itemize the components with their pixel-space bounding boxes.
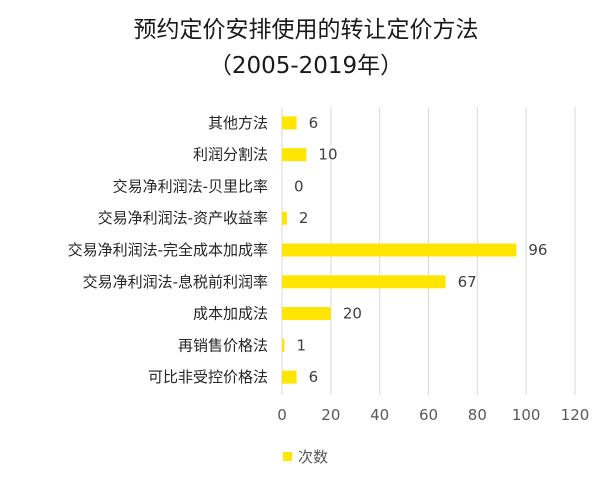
data-label: 6 — [309, 368, 319, 386]
data-label: 96 — [528, 241, 547, 259]
chart-title: 预约定价安排使用的转让定价方法 — [133, 17, 479, 43]
data-label: 2 — [299, 209, 309, 227]
category-label: 可比非受控价格法 — [148, 368, 268, 386]
category-label: 交易净利润法-息税前利润率 — [83, 273, 268, 291]
category-label: 利润分割法 — [193, 146, 268, 164]
x-tick-label: 80 — [468, 406, 487, 424]
x-tick-label: 40 — [370, 406, 389, 424]
bar — [282, 275, 446, 289]
legend: 次数 — [283, 446, 328, 467]
bar — [282, 370, 297, 384]
data-label: 6 — [309, 114, 319, 132]
x-tick-label: 20 — [321, 406, 340, 424]
legend-label: 次数 — [298, 448, 329, 466]
data-label: 20 — [343, 305, 362, 323]
data-label: 67 — [458, 273, 477, 291]
x-tick-label: 60 — [419, 406, 438, 424]
x-tick-label: 0 — [277, 406, 287, 424]
legend-swatch — [283, 452, 292, 461]
data-label: 10 — [318, 146, 337, 164]
category-label: 再销售价格法 — [178, 336, 268, 354]
category-label: 交易净利润法-贝里比率 — [113, 177, 268, 195]
data-label: 0 — [294, 177, 304, 195]
bar — [282, 307, 331, 321]
category-label: 成本加成法 — [193, 305, 268, 323]
data-label: 1 — [296, 336, 306, 354]
category-label: 交易净利润法-资产收益率 — [98, 209, 268, 227]
category-label: 其他方法 — [208, 114, 268, 132]
chart-subtitle: （2005-2019年） — [208, 53, 404, 79]
bar — [282, 116, 297, 130]
bar — [282, 148, 307, 162]
category-label: 交易净利润法-完全成本加成率 — [68, 241, 268, 259]
bar — [282, 243, 517, 257]
x-tick-label: 100 — [512, 406, 541, 424]
x-tick-label: 120 — [561, 406, 590, 424]
bar — [282, 338, 285, 352]
bar — [282, 211, 287, 225]
